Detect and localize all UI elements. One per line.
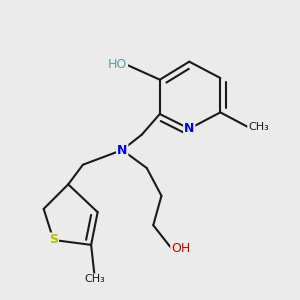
Text: N: N (184, 122, 194, 135)
Text: S: S (49, 233, 58, 247)
Text: N: N (117, 143, 128, 157)
Text: CH₃: CH₃ (84, 274, 105, 284)
Text: OH: OH (171, 242, 190, 255)
Text: CH₃: CH₃ (248, 122, 269, 132)
Text: HO: HO (108, 58, 127, 71)
